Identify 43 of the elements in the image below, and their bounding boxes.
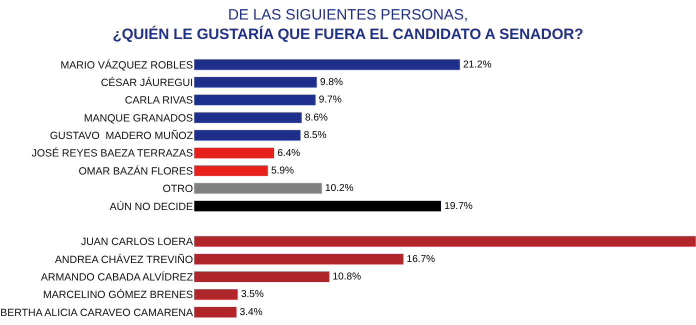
data-label: 3.5% [240,289,264,300]
data-label: 10.8% [332,272,362,283]
data-label: 10.2% [325,183,354,194]
bar [194,94,316,106]
data-label: 8.6% [304,112,328,124]
y-tick-label: CÉSAR JÁUREGUI [100,76,193,89]
bar [194,200,442,212]
bar [194,164,268,176]
data-label: 9.7% [318,94,342,106]
bar [194,147,275,159]
bar [194,288,238,300]
bar [194,253,404,265]
y-tick-label: JOSÉ REYES BAEZA TERRAZAS [32,146,193,160]
data-label: 16.7% [406,254,436,265]
y-tick-label: CARLA RIVAS [124,94,193,107]
data-label: 21.2% [463,59,492,70]
bar [194,58,460,70]
y-tick-label: ANDREA CHÁVEZ TREVIÑO [54,252,193,266]
y-tick-label: MARIO VÁZQUEZ ROBLES [60,58,193,72]
y-tick-label: AÚN NO DECIDE [110,200,193,213]
y-tick-label: MANQUE GRANADOS [84,112,193,124]
bar [194,271,330,283]
y-tick-label: BERTHA ALICIA CARAVEO CAMARENA [0,306,193,319]
y-tick-label: MARCELINO GÓMEZ BRENES [43,288,193,302]
bar [194,130,301,142]
y-tick-label: GUSTAVO MADERO MUÑOZ [50,129,194,142]
data-label: 9.8% [320,77,343,88]
chart-subtitle: ¿QUIÉN LE GUSTARÍA QUE FUERA EL CANDIDATO A SENADOR? [112,25,584,43]
y-tick-label: JUAN CARLOS LOERA [80,236,193,248]
y-tick-label: OTRO [162,183,193,196]
bar [194,112,302,124]
bar [194,182,322,194]
data-label: 6.4% [277,148,300,159]
data-label: 5.9% [271,165,294,176]
chart-title: DE LAS SIGUIENTES PERSONAS, [228,6,468,24]
y-tick-label: OMAR BAZÁN FLORES [78,164,193,178]
data-label: 3.4% [240,306,263,318]
bar [194,236,696,248]
bar [194,76,318,88]
bar [194,306,237,318]
data-label: 8.5% [304,130,327,142]
data-label: 19.7% [444,200,473,212]
y-tick-label: ARMANDO CABADA ALVÍDREZ [40,270,194,284]
